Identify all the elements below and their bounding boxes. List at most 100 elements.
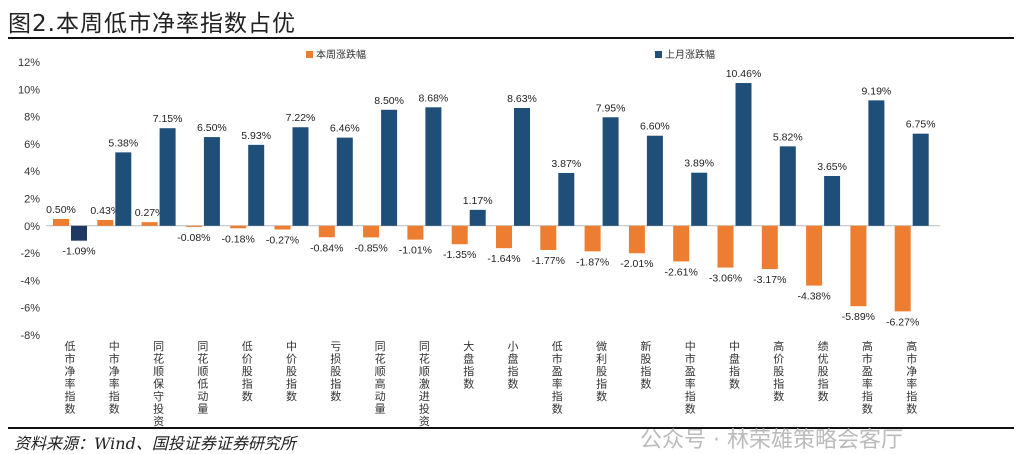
data-label: 5.38% xyxy=(108,137,138,149)
title-divider xyxy=(8,37,1014,39)
bar-this-week xyxy=(806,225,823,286)
data-label: 8.68% xyxy=(419,92,449,104)
data-label: 7.22% xyxy=(286,112,316,124)
data-label: -1.35% xyxy=(443,249,476,261)
bar-last-month xyxy=(292,127,309,226)
data-label: 7.95% xyxy=(596,102,626,114)
data-label: 6.46% xyxy=(330,123,360,135)
bar-last-month xyxy=(115,152,132,226)
category-label: 低市盈率指数 xyxy=(552,340,563,416)
bar-this-week xyxy=(628,225,645,254)
category-label: 绩优股指数 xyxy=(818,340,829,403)
data-label: 3.87% xyxy=(551,158,581,170)
legend-label-last-month: 上月涨跌幅 xyxy=(665,48,715,61)
bar-this-week xyxy=(274,225,291,230)
bar-last-month xyxy=(602,117,619,226)
bar-this-week xyxy=(717,225,734,268)
data-label: 5.82% xyxy=(773,131,803,143)
data-label: 7.15% xyxy=(153,113,183,125)
data-label: 8.63% xyxy=(507,93,537,105)
y-tick-label: -6% xyxy=(20,303,40,315)
watermark: 公众号 · 林荣雄策略会客厅 xyxy=(640,428,903,453)
data-label: 6.50% xyxy=(197,122,227,134)
bar-last-month xyxy=(425,107,442,226)
bar-last-month xyxy=(558,172,575,226)
y-tick-label: -2% xyxy=(20,248,40,260)
data-label: -3.17% xyxy=(753,274,786,286)
y-tick-label: 10% xyxy=(18,84,40,96)
bar-last-month xyxy=(514,108,530,226)
figure-title: 图2.本周低市净率指数占优 xyxy=(8,11,296,37)
category-label: 同花顺激进投资 xyxy=(419,341,430,428)
bar-last-month xyxy=(779,146,796,226)
data-label: 0.50% xyxy=(46,204,76,216)
source-note: 资料来源：Wind、国投证券证券研究所 xyxy=(14,434,296,453)
bar-this-week xyxy=(451,225,468,245)
data-label: 9.19% xyxy=(862,85,892,97)
data-label: 8.50% xyxy=(374,95,404,107)
bar-this-week xyxy=(141,222,158,226)
category-label: 亏损股指数 xyxy=(330,341,341,403)
bar-last-month xyxy=(71,225,87,241)
category-label: 大盘指数 xyxy=(463,339,474,391)
category-label: 中价股指数 xyxy=(286,340,297,403)
bar-this-week xyxy=(318,225,335,238)
category-label: 中市盈率指数 xyxy=(685,340,696,416)
data-label: 6.60% xyxy=(640,121,670,133)
data-label: -1.77% xyxy=(532,255,565,267)
bar-this-week xyxy=(540,225,557,250)
bar-this-week xyxy=(894,225,911,312)
y-tick-label: -8% xyxy=(20,330,40,342)
data-label: -0.08% xyxy=(177,232,210,244)
bar-this-week xyxy=(407,225,424,240)
bar-last-month xyxy=(646,135,663,226)
y-tick-label: 12% xyxy=(18,57,40,69)
data-label: -6.27% xyxy=(886,316,919,328)
legend-swatch-last-month xyxy=(655,51,662,58)
category-label: 同花顺保守投资 xyxy=(153,341,164,428)
category-label: 新股指数 xyxy=(640,339,651,391)
bar-last-month xyxy=(469,209,486,226)
bar-this-week xyxy=(673,225,690,262)
bar-last-month xyxy=(912,133,929,226)
y-tick-label: -4% xyxy=(20,275,40,287)
y-tick-label: 2% xyxy=(24,194,40,206)
data-label: -4.38% xyxy=(797,291,830,303)
bar-last-month xyxy=(203,137,220,226)
data-label: 1.17% xyxy=(463,195,493,207)
bar-last-month xyxy=(824,175,841,226)
bar-last-month xyxy=(735,83,752,226)
data-label: -5.89% xyxy=(842,311,875,323)
category-label: 同花顺高动量 xyxy=(375,341,386,416)
data-label: -0.84% xyxy=(310,242,343,254)
bar-last-month xyxy=(159,128,176,226)
data-label: 0.27% xyxy=(135,207,165,219)
y-tick-label: 6% xyxy=(24,139,40,151)
legend-label-this-week: 本周涨跌幅 xyxy=(316,48,366,61)
data-label: 5.93% xyxy=(241,130,271,142)
data-label: -1.09% xyxy=(62,246,95,258)
bar-this-week xyxy=(584,225,601,252)
data-label: -3.06% xyxy=(709,273,742,285)
category-label: 中盘指数 xyxy=(729,340,740,391)
y-tick-label: 0% xyxy=(24,221,40,233)
data-label: 3.65% xyxy=(817,161,847,173)
data-label: 3.89% xyxy=(684,158,714,170)
data-label: 10.46% xyxy=(726,68,762,80)
bar-last-month xyxy=(691,172,708,226)
category-label: 同花顺低动量 xyxy=(197,341,208,416)
category-label: 小盘指数 xyxy=(508,340,519,391)
legend-swatch-this-week xyxy=(306,51,313,58)
bar-this-week xyxy=(850,225,867,307)
data-label: 0.43% xyxy=(90,205,120,217)
bar-last-month xyxy=(381,109,398,226)
category-label: 高市盈率指数 xyxy=(862,339,873,416)
category-label: 低价股指数 xyxy=(242,340,253,403)
data-label: -2.01% xyxy=(620,258,653,270)
data-label: -1.64% xyxy=(487,253,520,265)
y-tick-label: 8% xyxy=(24,112,40,124)
bar-this-week xyxy=(363,225,380,238)
category-label: 低市净率指数 xyxy=(65,340,76,416)
source-divider xyxy=(8,427,1014,429)
